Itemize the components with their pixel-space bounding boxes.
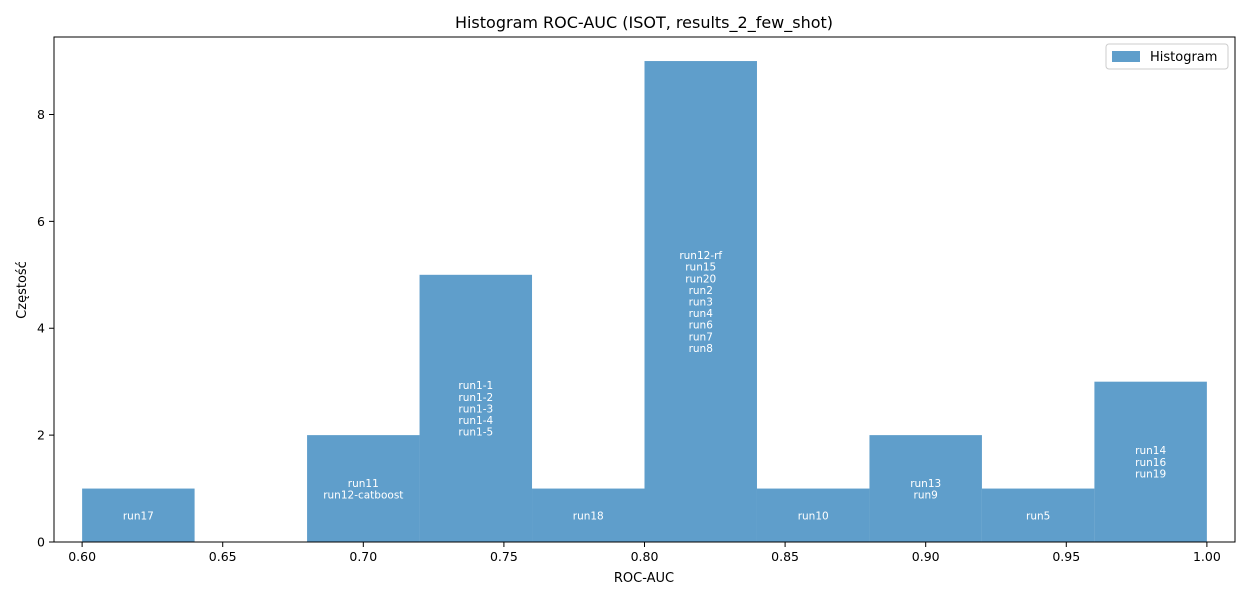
bar-run-label: run5	[1026, 510, 1050, 522]
histogram-bar	[981, 488, 1095, 542]
bar-run-label: run12-rf	[679, 250, 722, 262]
bar-run-label: run3	[689, 297, 713, 309]
x-tick-label: 0.60	[68, 549, 96, 564]
x-axis-label: ROC-AUC	[614, 571, 674, 586]
histogram-bar	[419, 274, 533, 542]
legend-swatch	[1112, 51, 1140, 62]
x-tick-label: 0.75	[490, 549, 518, 564]
bar-run-label: run20	[685, 273, 716, 285]
y-tick-label: 0	[37, 535, 45, 550]
bar-run-label: run1-1	[458, 380, 493, 392]
histogram-bar	[869, 435, 982, 542]
y-tick-label: 2	[37, 428, 45, 443]
histogram-bar	[532, 488, 645, 542]
bar-labels-layer: run17run11run12-catboostrun1-1run1-2run1…	[123, 250, 1167, 522]
bar-run-label: run18	[573, 510, 604, 522]
x-tick-label: 0.85	[771, 549, 799, 564]
y-tick-label: 6	[37, 214, 45, 229]
x-tick-label: 0.90	[912, 549, 940, 564]
bar-run-label: run16	[1135, 457, 1166, 469]
bar-run-label: run9	[914, 489, 938, 501]
bar-run-label: run6	[689, 320, 714, 332]
histogram-bar	[756, 488, 870, 542]
bars-layer	[82, 61, 1207, 543]
legend-box	[1105, 43, 1229, 70]
bar-run-label: run1-2	[458, 392, 493, 404]
legend-entry-histogram: Histogram	[1150, 50, 1217, 65]
x-tick-label: 0.70	[349, 549, 377, 564]
x-tick-label: 0.65	[209, 549, 237, 564]
bar-run-label: run8	[689, 343, 713, 355]
bar-run-label: run2	[689, 285, 713, 297]
chart-title: Histogram ROC-AUC (ISOT, results_2_few_s…	[455, 13, 833, 33]
bar-run-label: run10	[798, 510, 829, 522]
y-axis-ticks: 0 2 4 6 8	[37, 107, 54, 550]
y-tick-label: 8	[37, 107, 45, 122]
bar-run-label: run4	[689, 308, 714, 320]
y-tick-label: 4	[37, 321, 45, 336]
x-tick-label: 0.80	[631, 549, 659, 564]
y-axis-label: Częstość	[15, 261, 30, 319]
x-tick-label: 0.95	[1052, 549, 1080, 564]
bar-run-label: run19	[1135, 468, 1166, 480]
bar-run-label: run11	[348, 478, 379, 490]
bar-run-label: run15	[685, 262, 716, 274]
bar-run-label: run7	[689, 331, 713, 343]
plot-frame	[53, 36, 1236, 543]
histogram-bar	[1094, 381, 1207, 542]
bar-run-label: run1-4	[458, 415, 493, 427]
bar-run-label: run12-catboost	[323, 489, 403, 501]
bar-run-label: run14	[1135, 445, 1166, 457]
legend: Histogram	[1105, 43, 1229, 70]
bar-run-label: run1-5	[458, 427, 493, 439]
bar-run-label: run17	[123, 510, 154, 522]
histogram-bar	[307, 435, 420, 542]
histogram-bar	[644, 61, 757, 543]
x-tick-label: 1.00	[1193, 549, 1221, 564]
bar-run-label: run1-3	[458, 403, 493, 415]
x-axis-ticks: 0.60 0.65 0.70 0.75 0.80 0.85 0.90 0.95 1.00	[68, 542, 1221, 564]
bar-run-label: run13	[910, 478, 941, 490]
histogram-bar	[82, 488, 195, 542]
